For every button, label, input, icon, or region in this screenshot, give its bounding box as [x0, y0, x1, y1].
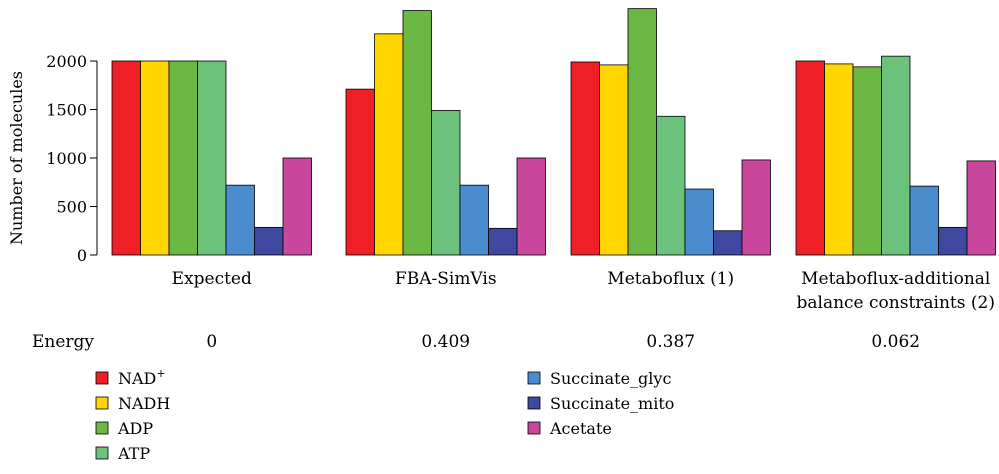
legend-swatch [95, 396, 109, 410]
legend: NAD+ NADH ADP ATP Succinate_glyc Succinate_mi… [95, 367, 674, 463]
y-tick-label: 500 [56, 198, 87, 217]
legend-swatch [527, 421, 541, 435]
bar [599, 64, 629, 256]
y-axis-label: Number of molecules [7, 71, 26, 245]
bar [684, 188, 714, 256]
bar [168, 60, 198, 256]
bar-group [345, 10, 546, 256]
legend-swatch [95, 371, 109, 385]
y-axis: 0 500 1000 1500 2000 Number of molecules [7, 52, 98, 265]
legend-item: ATP [95, 444, 150, 463]
bar [938, 226, 968, 256]
bar [795, 60, 825, 256]
bar-group [795, 55, 996, 256]
legend-item: Succinate_glyc [527, 369, 671, 388]
bar [111, 60, 141, 256]
group-label: FBA-SimVis [395, 269, 497, 289]
legend-item: Succinate_mito [527, 394, 674, 413]
bar [656, 115, 686, 256]
legend-item: NADH [95, 394, 170, 413]
bar [824, 63, 854, 256]
legend-item: NAD+ [95, 367, 166, 388]
bar [225, 184, 255, 256]
bar [852, 66, 882, 256]
legend-swatch [95, 446, 109, 460]
bar [966, 160, 996, 256]
bar [488, 227, 518, 256]
bar [570, 61, 600, 256]
legend-item: ADP [95, 419, 153, 438]
y-tick-label: 2000 [46, 52, 87, 71]
y-tick-label: 1500 [46, 101, 87, 120]
group-labels: Expected FBA-SimVis Metaboflux (1) Metabofl… [172, 269, 995, 313]
legend-label: ATP [117, 444, 150, 463]
bar [140, 60, 170, 256]
bar [516, 157, 546, 256]
energy-value: 0.062 [871, 332, 920, 352]
bars [111, 8, 996, 256]
legend-label: Acetate [549, 419, 612, 438]
legend-label: Succinate_mito [550, 394, 674, 413]
legend-swatch [95, 421, 109, 435]
legend-item: Acetate [527, 419, 612, 438]
energy-value: 0 [206, 332, 217, 352]
group-label: Metaboflux (1) [607, 269, 734, 289]
bar [459, 184, 489, 256]
y-tick-label: 1000 [46, 149, 87, 168]
energy-value: 0.409 [421, 332, 470, 352]
legend-swatch [527, 396, 541, 410]
bar [197, 60, 227, 256]
bar [402, 10, 432, 256]
group-label: Metaboflux-additional [801, 269, 990, 289]
energy-value: 0.387 [646, 332, 695, 352]
group-label: Expected [172, 269, 252, 289]
legend-label: NADH [118, 394, 170, 413]
bar [713, 230, 743, 256]
bar [881, 55, 911, 256]
energy-label: Energy [32, 332, 94, 352]
energy-row: Energy 0 0.409 0.387 0.062 [32, 332, 920, 352]
bar-group [570, 8, 771, 256]
bar [431, 110, 461, 256]
bar [741, 159, 771, 256]
bar [374, 33, 404, 256]
bar-group [111, 60, 312, 256]
legend-label: ADP [117, 419, 153, 438]
legend-label: NAD+ [118, 367, 166, 388]
bar [909, 185, 939, 256]
bar [282, 157, 312, 256]
y-tick-label: 0 [77, 246, 87, 265]
bar [254, 226, 284, 256]
bar [345, 88, 375, 256]
legend-label: Succinate_glyc [550, 369, 671, 388]
legend-swatch [527, 371, 541, 385]
group-label: balance constraints (2) [797, 293, 995, 313]
bar [627, 8, 657, 256]
